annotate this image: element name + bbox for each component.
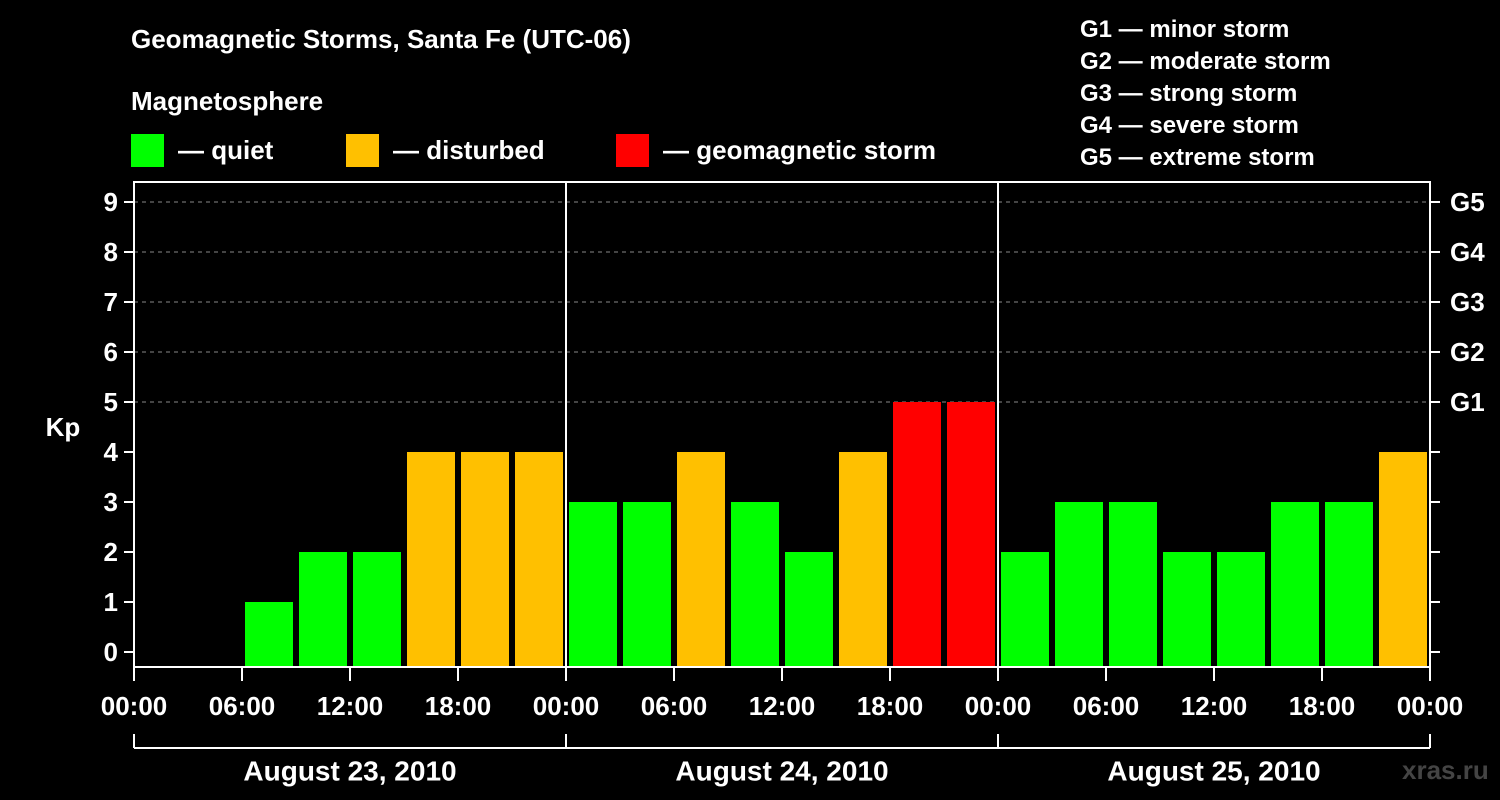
legend-swatch-quiet [131, 133, 164, 167]
storm-scale-g5: G5 — extreme storm [1080, 144, 1315, 171]
storm-scale-legend: G1 — minor storm G2 — moderate storm G3 … [1080, 14, 1331, 174]
bar-5 [407, 452, 455, 667]
storm-scale-g1: G1 — minor storm [1080, 16, 1290, 43]
bar-15 [947, 402, 995, 667]
storm-scale-g2: G2 — moderate storm [1080, 48, 1331, 75]
bar-4 [353, 552, 401, 667]
y-tick-label-7: 7 [104, 287, 118, 317]
bar-20 [1217, 552, 1265, 667]
y-tick-label-1: 1 [104, 587, 118, 617]
x-tick-label-5: 06:00 [641, 691, 708, 721]
y-tick-label-8: 8 [104, 237, 118, 267]
y-axis-label: Kp [46, 412, 81, 442]
x-tick-label-2: 12:00 [317, 691, 384, 721]
x-tick-label-6: 12:00 [749, 691, 816, 721]
x-tick-label-11: 18:00 [1289, 691, 1356, 721]
x-tick-label-1: 06:00 [209, 691, 276, 721]
bar-14 [893, 402, 941, 667]
bar-22 [1325, 502, 1373, 667]
y-tick-label-4: 4 [104, 437, 119, 467]
bar-21 [1271, 502, 1319, 667]
g-scale-label-g3: G3 [1450, 287, 1485, 317]
bar-8 [569, 502, 617, 667]
bar-19 [1163, 552, 1211, 667]
bar-12 [785, 552, 833, 667]
legend-swatch-disturbed [346, 133, 379, 167]
bar-17 [1055, 502, 1103, 667]
y-tick-label-6: 6 [104, 337, 118, 367]
day-label-1: August 24, 2010 [675, 756, 888, 787]
bar-9 [623, 502, 671, 667]
y-tick-label-9: 9 [104, 187, 118, 217]
bar-3 [299, 552, 347, 667]
x-tick-label-12: 00:00 [1397, 691, 1464, 721]
bar-13 [839, 452, 887, 667]
bar-11 [731, 502, 779, 667]
x-tick-label-10: 12:00 [1181, 691, 1248, 721]
bar-23 [1379, 452, 1427, 667]
legend-item-disturbed: — disturbed [346, 133, 545, 167]
g-scale-label-g2: G2 [1450, 337, 1485, 367]
x-tick-label-0: 00:00 [101, 691, 168, 721]
storm-scale-g4: G4 — severe storm [1080, 112, 1299, 139]
legend-item-quiet: — quiet [131, 133, 273, 167]
y-tick-label-0: 0 [104, 637, 118, 667]
y-tick-label-3: 3 [104, 487, 118, 517]
day-label-2: August 25, 2010 [1107, 756, 1320, 787]
x-tick-label-9: 06:00 [1073, 691, 1140, 721]
section-label: Magnetosphere [131, 86, 324, 116]
legend-item-storm: — geomagnetic storm [616, 133, 936, 167]
bar-6 [461, 452, 509, 667]
x-tick-label-3: 18:00 [425, 691, 492, 721]
y-tick-label-2: 2 [104, 537, 118, 567]
g-scale-label-g5: G5 [1450, 187, 1485, 217]
legend-label-disturbed: — disturbed [393, 134, 545, 165]
bar-10 [677, 452, 725, 667]
bar-2 [245, 602, 293, 667]
legend-label-storm: — geomagnetic storm [663, 134, 937, 165]
x-tick-label-8: 00:00 [965, 691, 1032, 721]
legend-swatch-storm [616, 133, 649, 167]
bar-16 [1001, 552, 1049, 667]
g-scale-label-g1: G1 [1450, 387, 1485, 417]
y-tick-label-5: 5 [104, 387, 118, 417]
storm-scale-g3: G3 — strong storm [1080, 80, 1298, 107]
x-tick-label-4: 00:00 [533, 691, 600, 721]
bar-7 [515, 452, 563, 667]
day-label-0: August 23, 2010 [243, 756, 456, 787]
x-tick-label-7: 18:00 [857, 691, 924, 721]
g-scale-label-g4: G4 [1450, 237, 1485, 267]
watermark: xras.ru [1402, 755, 1489, 785]
chart-title: Geomagnetic Storms, Santa Fe (UTC-06) [131, 24, 631, 54]
legend-label-quiet: — quiet [178, 134, 274, 165]
bar-18 [1109, 502, 1157, 667]
